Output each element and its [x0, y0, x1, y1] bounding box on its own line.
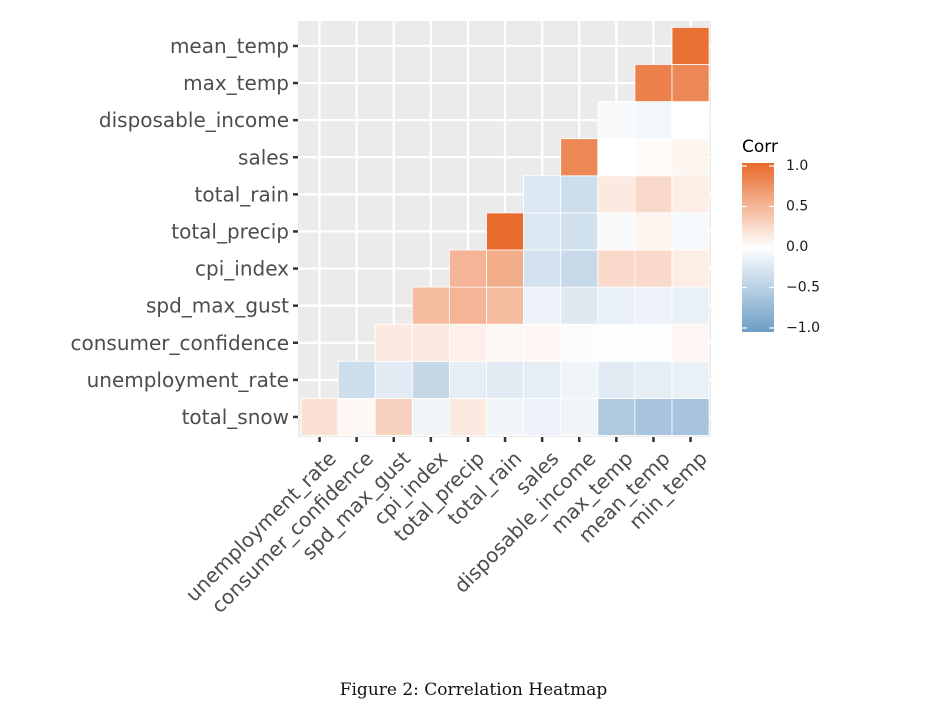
- heatmap-cell-cpi_index-mean_temp: [634, 249, 673, 288]
- heatmap-cell-cpi_index-disposable_income: [560, 249, 599, 288]
- heatmap-cell-total_precip-mean_temp: [634, 212, 673, 251]
- heatmap-cell-sales-mean_temp: [634, 138, 673, 177]
- heatmap-cell-consumer_confidence-mean_temp: [634, 323, 673, 362]
- heatmap-cell-spd_max_gust-cpi_index: [411, 286, 450, 325]
- x-tick-label-consumer_confidence: consumer_confidence: [206, 446, 377, 617]
- heatmap-cell-cpi_index-max_temp: [597, 249, 636, 288]
- heatmap-cell-total_snow-mean_temp: [634, 397, 673, 436]
- heatmap-cell-sales-max_temp: [597, 138, 636, 177]
- legend-label: −1.0: [786, 320, 820, 336]
- heatmap-cell-total_rain-max_temp: [597, 175, 636, 214]
- y-tick-label-max_temp: max_temp: [183, 71, 289, 95]
- heatmap-cell-consumer_confidence-max_temp: [597, 323, 636, 362]
- heatmap-cells: [300, 26, 710, 436]
- heatmap-cell-total_rain-min_temp: [671, 175, 710, 214]
- heatmap-cell-unemployment_rate-total_rain: [486, 360, 524, 399]
- heatmap-cell-total_rain-sales: [523, 175, 562, 214]
- y-tick-label-total_snow: total_snow: [182, 405, 289, 429]
- heatmap-cell-spd_max_gust-max_temp: [597, 286, 636, 325]
- heatmap-cell-consumer_confidence-min_temp: [671, 323, 710, 362]
- heatmap-cell-mean_temp-min_temp: [671, 26, 710, 65]
- y-tick-label-consumer_confidence: consumer_confidence: [71, 331, 290, 355]
- heatmap-cell-total_snow-unemployment_rate: [300, 397, 339, 436]
- figure-caption: Figure 2: Correlation Heatmap: [339, 680, 608, 700]
- heatmap-cell-total_snow-spd_max_gust: [374, 397, 413, 436]
- y-tick-label-total_precip: total_precip: [171, 219, 289, 243]
- heatmap-cell-max_temp-mean_temp: [634, 64, 673, 102]
- heatmap-cell-spd_max_gust-total_precip: [448, 286, 487, 325]
- legend-title: Corr: [742, 137, 778, 157]
- heatmap-cell-total_rain-mean_temp: [634, 175, 673, 214]
- legend-ticks: 1.0 0.5 0.0 −0.5 −1.0: [742, 158, 820, 336]
- heatmap-cell-total_snow-disposable_income: [560, 397, 599, 436]
- y-tick-label-unemployment_rate: unemployment_rate: [87, 368, 289, 392]
- heatmap-cell-total_rain-disposable_income: [560, 175, 599, 214]
- heatmap-cell-unemployment_rate-disposable_income: [560, 360, 599, 399]
- legend-colorbar: [742, 163, 774, 332]
- heatmap-cell-cpi_index-min_temp: [671, 249, 710, 288]
- y-tick-label-spd_max_gust: spd_max_gust: [146, 294, 289, 318]
- heatmap-cell-spd_max_gust-min_temp: [671, 286, 710, 325]
- heatmap-cell-sales-min_temp: [671, 138, 710, 177]
- heatmap-cell-consumer_confidence-total_rain: [486, 323, 524, 362]
- heatmap-cell-total_precip-sales: [523, 212, 562, 251]
- heatmap-cell-consumer_confidence-cpi_index: [411, 323, 450, 362]
- heatmap-cell-spd_max_gust-disposable_income: [560, 286, 599, 325]
- heatmap-cell-spd_max_gust-total_rain: [486, 286, 524, 325]
- heatmap-cell-spd_max_gust-mean_temp: [634, 286, 673, 325]
- heatmap-cell-total_snow-total_rain: [486, 397, 524, 436]
- legend-label: 0.0: [786, 239, 808, 255]
- heatmap-cell-total_precip-total_rain: [486, 212, 524, 251]
- y-axis: total_snow unemployment_rate consumer_conf…: [71, 34, 298, 429]
- heatmap-cell-consumer_confidence-total_precip: [448, 323, 487, 362]
- heatmap-cell-spd_max_gust-sales: [523, 286, 562, 325]
- heatmap-cell-cpi_index-sales: [523, 249, 562, 288]
- y-tick-label-total_rain: total_rain: [195, 182, 289, 206]
- heatmap-cell-unemployment_rate-consumer_confidence: [337, 360, 376, 399]
- heatmap-cell-total_snow-max_temp: [597, 397, 636, 436]
- heatmap-cell-total_precip-disposable_income: [560, 212, 599, 251]
- heatmap-cell-unemployment_rate-max_temp: [597, 360, 636, 399]
- heatmap-cell-consumer_confidence-sales: [523, 323, 562, 362]
- heatmap-cell-unemployment_rate-min_temp: [671, 360, 710, 399]
- y-tick-label-disposable_income: disposable_income: [99, 108, 289, 132]
- heatmap-cell-disposable_income-mean_temp: [634, 101, 673, 140]
- heatmap-cell-consumer_confidence-spd_max_gust: [374, 323, 413, 362]
- x-axis: unemployment_rateconsumer_confidencespd_…: [181, 437, 712, 618]
- heatmap-cell-cpi_index-total_precip: [448, 249, 487, 288]
- heatmap-cell-max_temp-min_temp: [671, 64, 710, 102]
- heatmap-cell-disposable_income-min_temp: [671, 101, 710, 140]
- heatmap-cell-total_snow-cpi_index: [411, 397, 450, 436]
- heatmap-cell-total_snow-total_precip: [448, 397, 487, 436]
- heatmap-cell-sales-disposable_income: [560, 138, 599, 177]
- heatmap-cell-cpi_index-total_rain: [486, 249, 524, 288]
- heatmap-cell-consumer_confidence-disposable_income: [560, 323, 599, 362]
- heatmap-cell-total_snow-min_temp: [671, 397, 710, 436]
- y-tick-label-mean_temp: mean_temp: [170, 34, 289, 58]
- heatmap-cell-unemployment_rate-spd_max_gust: [374, 360, 413, 399]
- heatmap-cell-unemployment_rate-mean_temp: [634, 360, 673, 399]
- y-tick-label-sales: sales: [238, 145, 289, 169]
- heatmap-cell-total_snow-sales: [523, 397, 562, 436]
- heatmap-cell-unemployment_rate-sales: [523, 360, 562, 399]
- heatmap-cell-total_precip-max_temp: [597, 212, 636, 251]
- heatmap-cell-unemployment_rate-total_precip: [448, 360, 487, 399]
- legend-label: 1.0: [786, 158, 808, 174]
- y-tick-label-cpi_index: cpi_index: [195, 257, 289, 281]
- heatmap-cell-disposable_income-max_temp: [597, 101, 636, 140]
- heatmap-cell-total_snow-consumer_confidence: [337, 397, 376, 436]
- legend-label: −0.5: [786, 280, 820, 296]
- legend-label: 0.5: [786, 199, 808, 215]
- heatmap-cell-total_precip-min_temp: [671, 212, 710, 251]
- legend: Corr 1.0 0.5 0.0 −0.5 −1.0: [742, 137, 820, 336]
- heatmap-cell-unemployment_rate-cpi_index: [411, 360, 450, 399]
